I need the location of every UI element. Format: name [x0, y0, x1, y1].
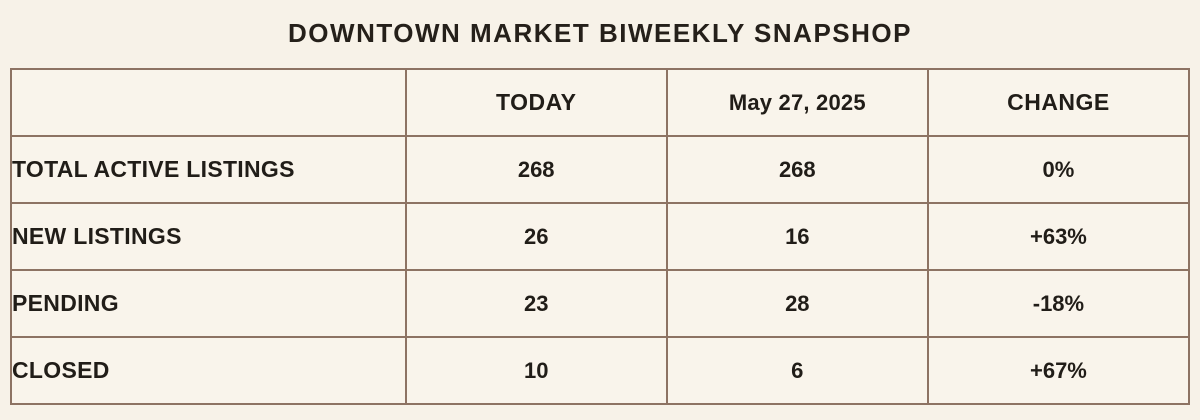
- pending-today: 23: [404, 269, 668, 338]
- table-header-row: TODAY May 27, 2025 CHANGE: [10, 68, 1191, 137]
- table-row: TOTAL ACTIVE LISTINGS 268 268 0%: [10, 135, 1191, 204]
- new-listings-change: +63%: [926, 202, 1191, 271]
- closed-today: 10: [404, 336, 668, 405]
- total-active-listings-change: 0%: [926, 135, 1191, 204]
- header-date: May 27, 2025: [665, 68, 929, 137]
- page-title: DOWNTOWN MARKET BIWEEKLY SNAPSHOP: [288, 18, 912, 48]
- table-row: NEW LISTINGS 26 16 +63%: [10, 202, 1191, 271]
- row-label-closed: CLOSED: [10, 336, 407, 405]
- pending-prior: 28: [665, 269, 929, 338]
- new-listings-prior: 16: [665, 202, 929, 271]
- row-label-pending: PENDING: [10, 269, 407, 338]
- pending-change: -18%: [926, 269, 1191, 338]
- closed-change: +67%: [926, 336, 1191, 405]
- row-label-new-listings: NEW LISTINGS: [10, 202, 407, 271]
- header-corner-cell: [10, 68, 407, 137]
- market-snapshot-table: TODAY May 27, 2025 CHANGE TOTAL ACTIVE L…: [10, 68, 1191, 405]
- closed-prior: 6: [665, 336, 929, 405]
- new-listings-today: 26: [404, 202, 668, 271]
- table-row: PENDING 23 28 -18%: [10, 269, 1191, 338]
- total-active-listings-today: 268: [404, 135, 668, 204]
- header-change: CHANGE: [926, 68, 1191, 137]
- row-label-total-active-listings: TOTAL ACTIVE LISTINGS: [10, 135, 407, 204]
- total-active-listings-prior: 268: [665, 135, 929, 204]
- header-today: TODAY: [404, 68, 668, 137]
- table-row: CLOSED 10 6 +67%: [10, 336, 1191, 405]
